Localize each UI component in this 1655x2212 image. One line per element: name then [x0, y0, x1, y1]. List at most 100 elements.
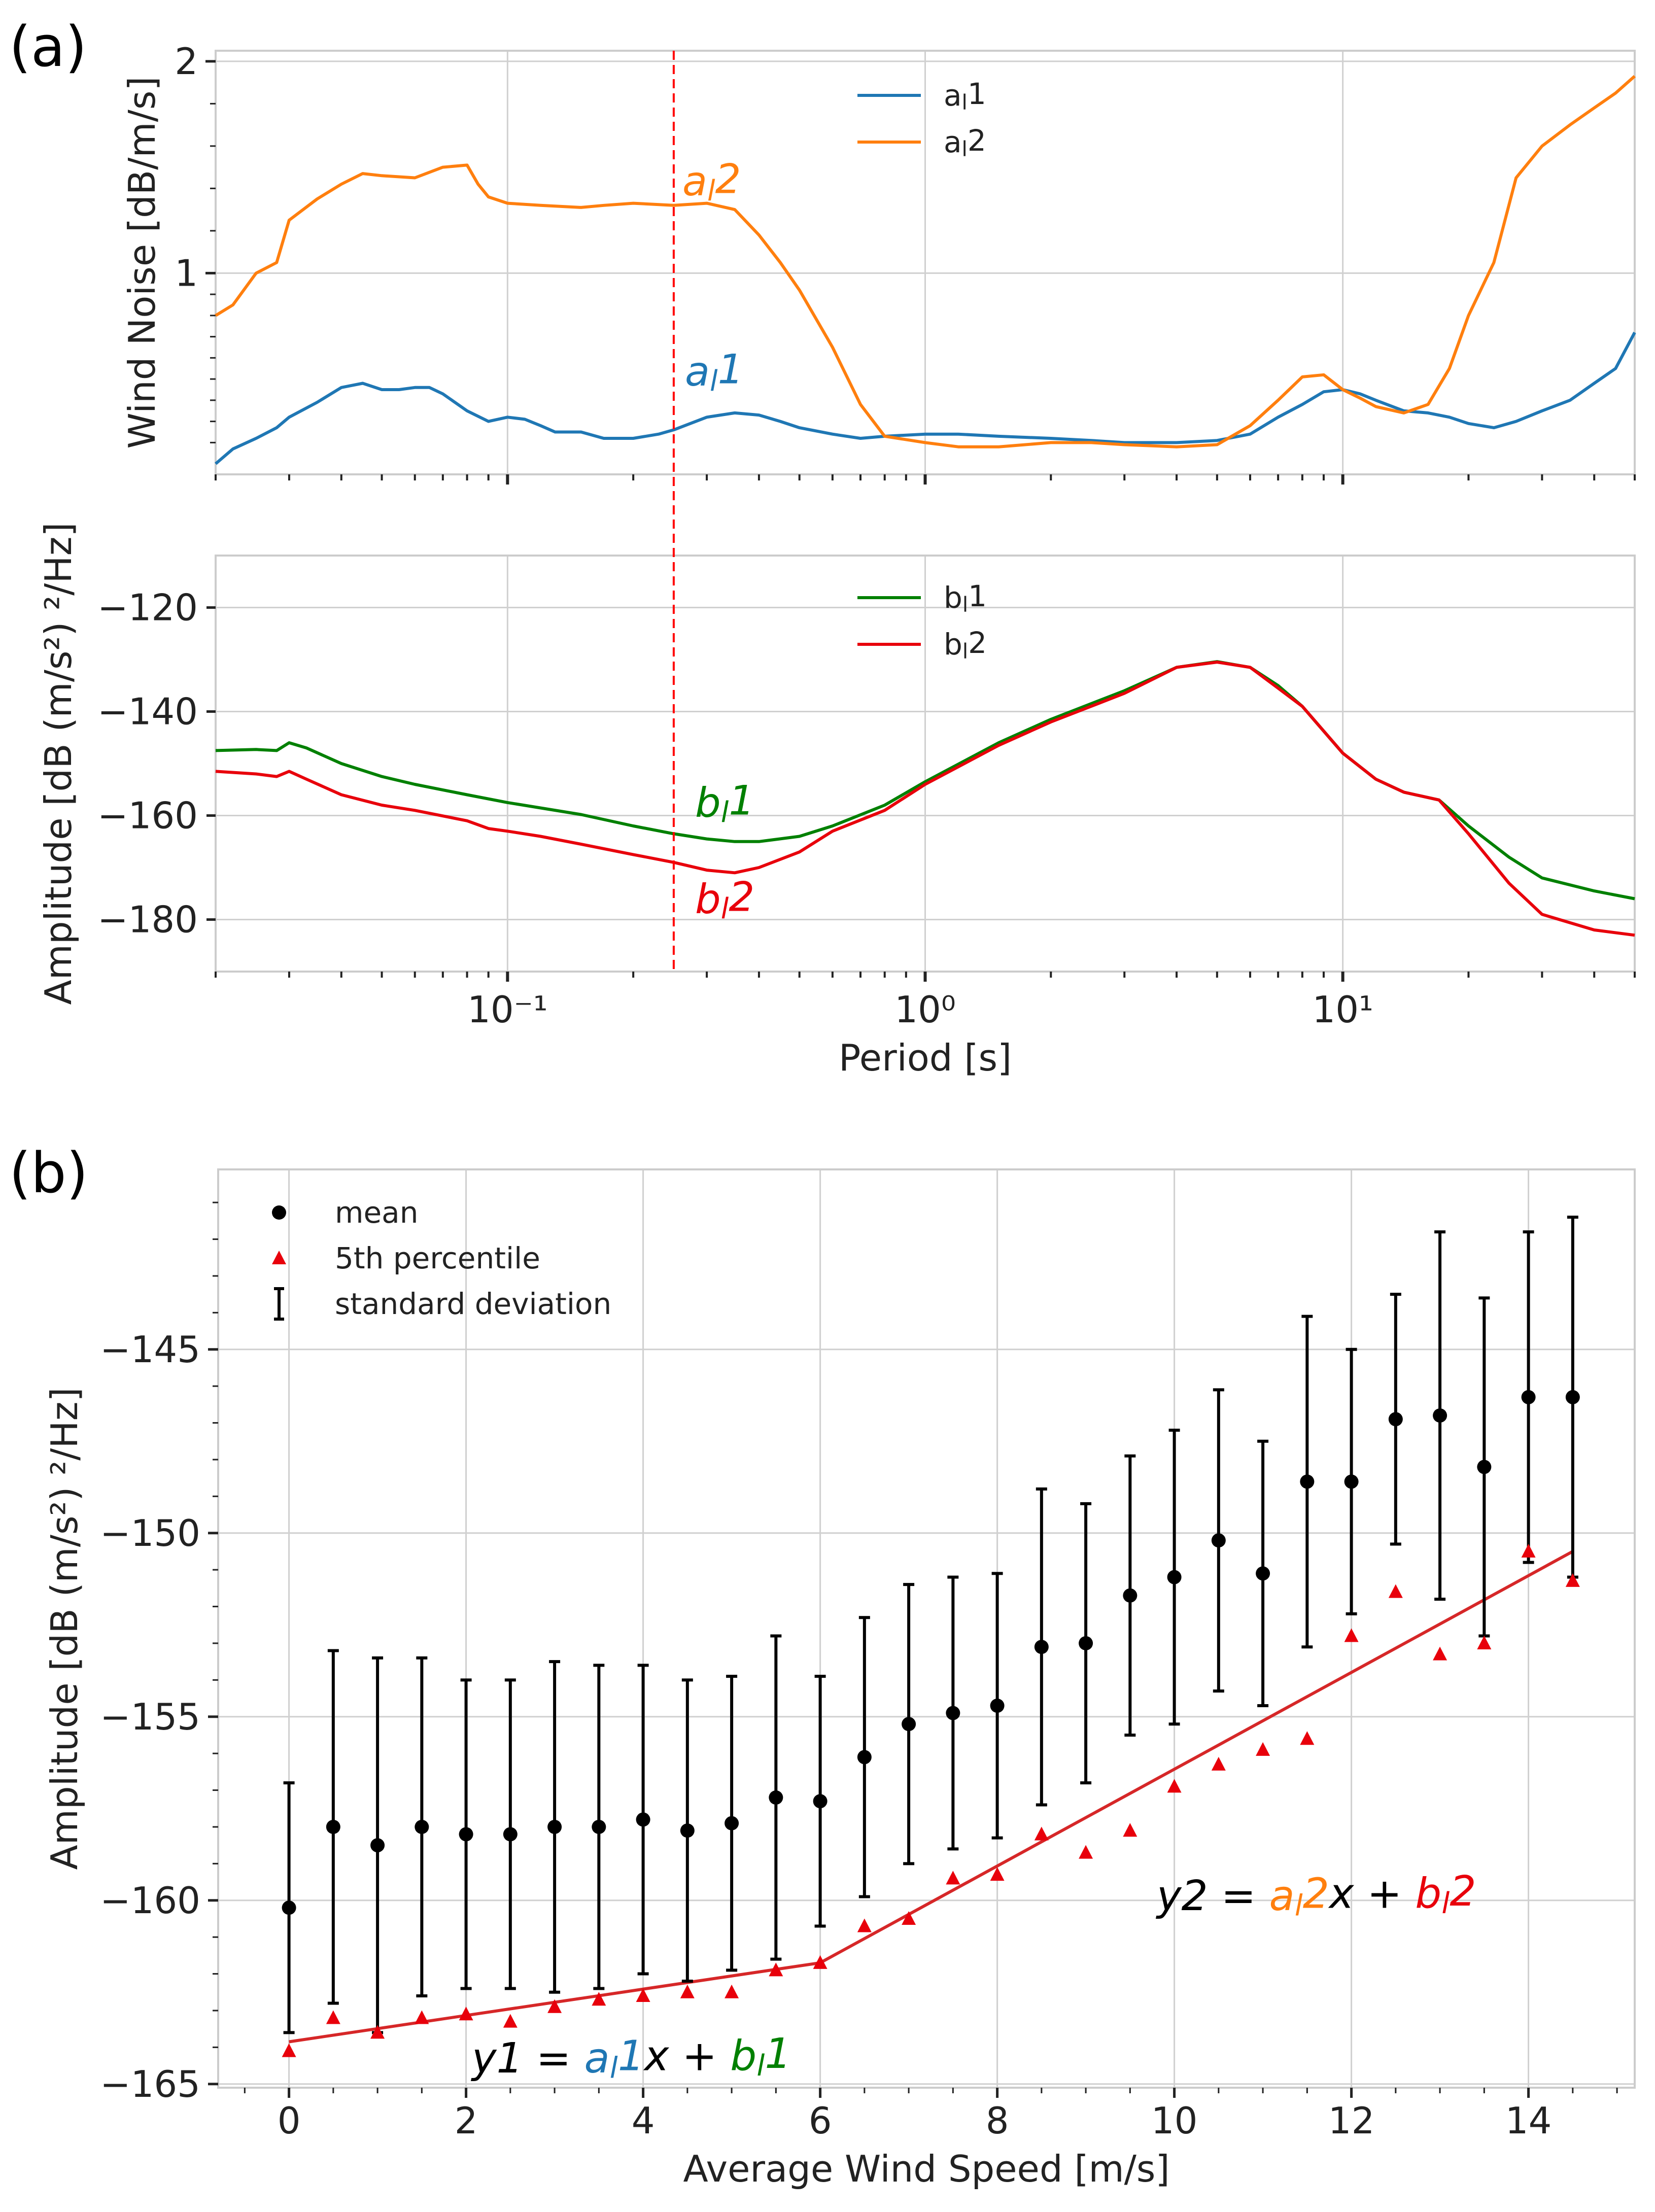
ytick-label-b: −165 — [100, 2063, 200, 2105]
panel-a-label: (a) — [9, 14, 87, 79]
mean-point — [1211, 1533, 1226, 1548]
percentile-5-marker — [857, 1918, 872, 1932]
percentile-5-marker — [592, 1992, 606, 2006]
mean-point — [370, 1838, 385, 1853]
xtick-label-speed: 4 — [632, 2099, 655, 2142]
legend-mean-marker — [272, 1205, 286, 1220]
curve-label-b-l1: bl1 — [695, 777, 754, 829]
percentile-5-marker — [1256, 1742, 1270, 1756]
percentile-5-marker — [725, 1984, 739, 1998]
percentile-5-marker — [1477, 1635, 1492, 1649]
ytick-label-top: 2 — [175, 40, 198, 83]
mean-point — [1123, 1588, 1137, 1603]
mean-point — [813, 1794, 828, 1809]
mean-point — [1565, 1390, 1580, 1404]
percentile-5-marker — [415, 2010, 429, 2024]
mean-point — [1521, 1390, 1536, 1404]
mean-point — [547, 1819, 562, 1834]
mean-point — [503, 1827, 518, 1842]
curve-label-b-l2: bl2 — [695, 874, 754, 925]
ytick-label-bottom: −180 — [97, 898, 198, 941]
xtick-label-period: 10¹ — [1312, 988, 1373, 1031]
mean-point — [857, 1750, 872, 1765]
legend-a-l1-text: al1 — [944, 77, 986, 114]
ytick-label-b: −155 — [100, 1696, 200, 1738]
ytick-label-b: −150 — [100, 1512, 200, 1554]
mean-point — [680, 1823, 695, 1838]
legend-mean-text: mean — [335, 1195, 418, 1230]
percentile-5-marker — [282, 2043, 296, 2057]
curve-label-a-l1: al1 — [685, 346, 744, 398]
percentile-5-marker — [547, 1999, 562, 2013]
percentile-5-marker — [680, 1984, 695, 1998]
panel-b-axes-frame — [217, 1168, 1636, 2089]
mean-point — [459, 1827, 473, 1842]
mean-point — [1079, 1636, 1093, 1650]
series-a-l1-line — [215, 331, 1636, 465]
percentile-5-marker — [1079, 1845, 1093, 1859]
series-a-l2-line — [215, 75, 1636, 448]
ytick-label-bottom: −160 — [97, 794, 198, 837]
mean-point — [725, 1816, 739, 1830]
mean-point — [326, 1819, 340, 1834]
ytick-label-top: 1 — [175, 252, 198, 294]
panel-b-label: (b) — [9, 1140, 88, 1205]
ytick-label-bottom: −120 — [97, 586, 198, 629]
xtick-label-speed: 0 — [278, 2099, 301, 2142]
mean-point — [1256, 1566, 1270, 1581]
xtick-label-speed: 8 — [986, 2099, 1009, 2142]
xtick-label-speed: 6 — [809, 2099, 832, 2142]
xtick-label-speed: 14 — [1505, 2099, 1552, 2142]
equation-y2: y2 = al2x + bl2 — [1155, 1868, 1476, 1922]
percentile-5-marker — [1300, 1731, 1315, 1745]
percentile-5-marker — [1565, 1573, 1580, 1587]
percentile-5-marker — [370, 2025, 385, 2039]
legend-b-l1-text: bl1 — [944, 579, 987, 616]
mean-point — [1388, 1412, 1403, 1427]
percentile-5-marker — [769, 1962, 783, 1977]
percentile-5-marker — [1388, 1584, 1403, 1598]
mean-point — [1433, 1408, 1447, 1423]
percentile-5-marker — [1344, 1628, 1359, 1642]
mean-point — [1477, 1460, 1492, 1474]
xtick-label-period: 10⁻¹ — [467, 988, 547, 1031]
y-axis-label-wind-noise: Wind Noise [dB/m/s] — [121, 77, 163, 449]
ytick-label-b: −160 — [100, 1879, 200, 1922]
ytick-label-bottom: −140 — [97, 690, 198, 733]
mean-point — [946, 1706, 960, 1720]
percentile-5-marker — [1167, 1779, 1182, 1793]
percentile-5-marker — [1521, 1543, 1536, 1558]
percentile-5-marker — [946, 1871, 960, 1885]
percentile-5-marker — [813, 1955, 828, 1969]
curve-label-a-l2: al2 — [682, 156, 741, 208]
mean-point — [769, 1790, 783, 1805]
mean-point — [282, 1900, 296, 1915]
xtick-label-speed: 10 — [1151, 2099, 1198, 2142]
mean-point — [1034, 1640, 1049, 1654]
legend-p5-marker — [272, 1251, 286, 1264]
mean-point — [990, 1699, 1005, 1713]
mean-point — [415, 1819, 429, 1834]
percentile-5-marker — [1211, 1756, 1226, 1771]
y-axis-label-amplitude-a: Amplitude [dB (m/s²) ²/Hz] — [37, 523, 80, 1005]
mean-point — [1300, 1474, 1315, 1489]
xtick-label-speed: 2 — [455, 2099, 478, 2142]
mean-point — [1167, 1570, 1182, 1584]
series-b-l2-line — [215, 661, 1635, 937]
percentile-5-marker — [990, 1867, 1005, 1881]
mean-point — [1344, 1474, 1359, 1489]
percentile-5-marker — [503, 2014, 518, 2028]
percentile-5-marker — [636, 1988, 650, 2002]
y-axis-label-amplitude-b: Amplitude [dB (m/s²) ²/Hz] — [43, 1388, 86, 1870]
percentile-5-marker — [1034, 1826, 1049, 1841]
xtick-label-period: 10⁰ — [894, 988, 955, 1031]
fit-line — [289, 1550, 1574, 2044]
equation-y1: y1 = al1x + bl1 — [470, 2030, 791, 2085]
percentile-5-marker — [459, 2007, 473, 2021]
mean-point — [592, 1819, 606, 1834]
percentile-5-marker — [1433, 1646, 1447, 1661]
mean-point — [902, 1717, 916, 1732]
legend-p5-text: 5th percentile — [335, 1241, 540, 1275]
percentile-5-marker — [902, 1911, 916, 1925]
